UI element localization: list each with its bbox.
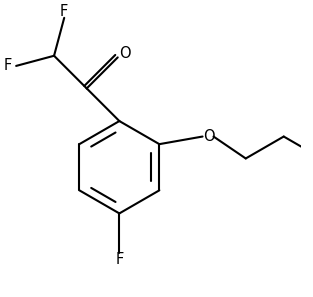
Text: F: F [60,4,68,19]
Text: O: O [203,129,215,144]
Text: F: F [115,252,124,266]
Text: O: O [119,46,131,61]
Text: F: F [4,59,12,73]
